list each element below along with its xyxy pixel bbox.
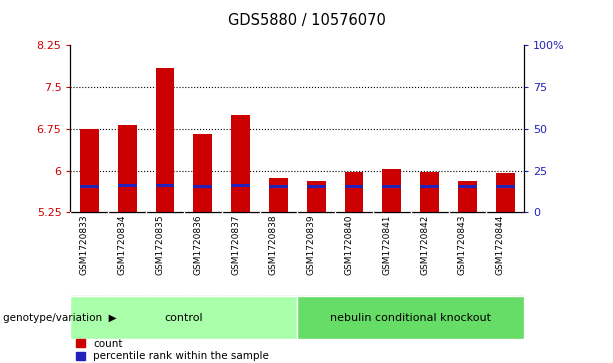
Bar <box>383 169 402 212</box>
Text: GSM1720838: GSM1720838 <box>269 215 278 276</box>
Bar <box>193 134 212 212</box>
Bar <box>269 184 288 188</box>
Legend: count, percentile rank within the sample: count, percentile rank within the sample <box>75 339 269 362</box>
Bar <box>345 184 364 188</box>
Bar <box>118 125 137 212</box>
Text: GSM1720840: GSM1720840 <box>345 215 354 276</box>
Bar <box>496 184 515 188</box>
Bar <box>80 129 99 212</box>
Bar <box>496 174 515 212</box>
Text: GSM1720843: GSM1720843 <box>458 215 467 276</box>
Bar <box>269 178 288 212</box>
Bar <box>193 184 212 188</box>
Text: GSM1720834: GSM1720834 <box>118 215 127 276</box>
Bar <box>458 181 477 212</box>
Bar <box>383 184 402 188</box>
Text: GSM1720842: GSM1720842 <box>420 215 429 275</box>
Bar <box>306 181 326 212</box>
Text: nebulin conditional knockout: nebulin conditional knockout <box>330 313 491 323</box>
Text: GSM1720833: GSM1720833 <box>80 215 89 276</box>
Bar <box>306 184 326 188</box>
Text: control: control <box>164 313 204 323</box>
Text: genotype/variation  ▶: genotype/variation ▶ <box>3 313 116 323</box>
Bar <box>420 172 439 212</box>
Text: GSM1720836: GSM1720836 <box>193 215 202 276</box>
Bar <box>156 184 175 187</box>
Bar <box>80 184 99 188</box>
Bar <box>231 184 250 187</box>
Bar <box>231 115 250 212</box>
Text: GDS5880 / 10576070: GDS5880 / 10576070 <box>227 13 386 28</box>
Bar <box>458 184 477 188</box>
Text: GSM1720844: GSM1720844 <box>496 215 504 275</box>
Bar <box>156 68 175 212</box>
Text: GSM1720837: GSM1720837 <box>231 215 240 276</box>
Bar <box>118 184 137 187</box>
Text: GSM1720835: GSM1720835 <box>156 215 164 276</box>
Text: GSM1720839: GSM1720839 <box>306 215 316 276</box>
Bar <box>420 184 439 188</box>
Text: GSM1720841: GSM1720841 <box>383 215 391 276</box>
Bar <box>345 172 364 212</box>
